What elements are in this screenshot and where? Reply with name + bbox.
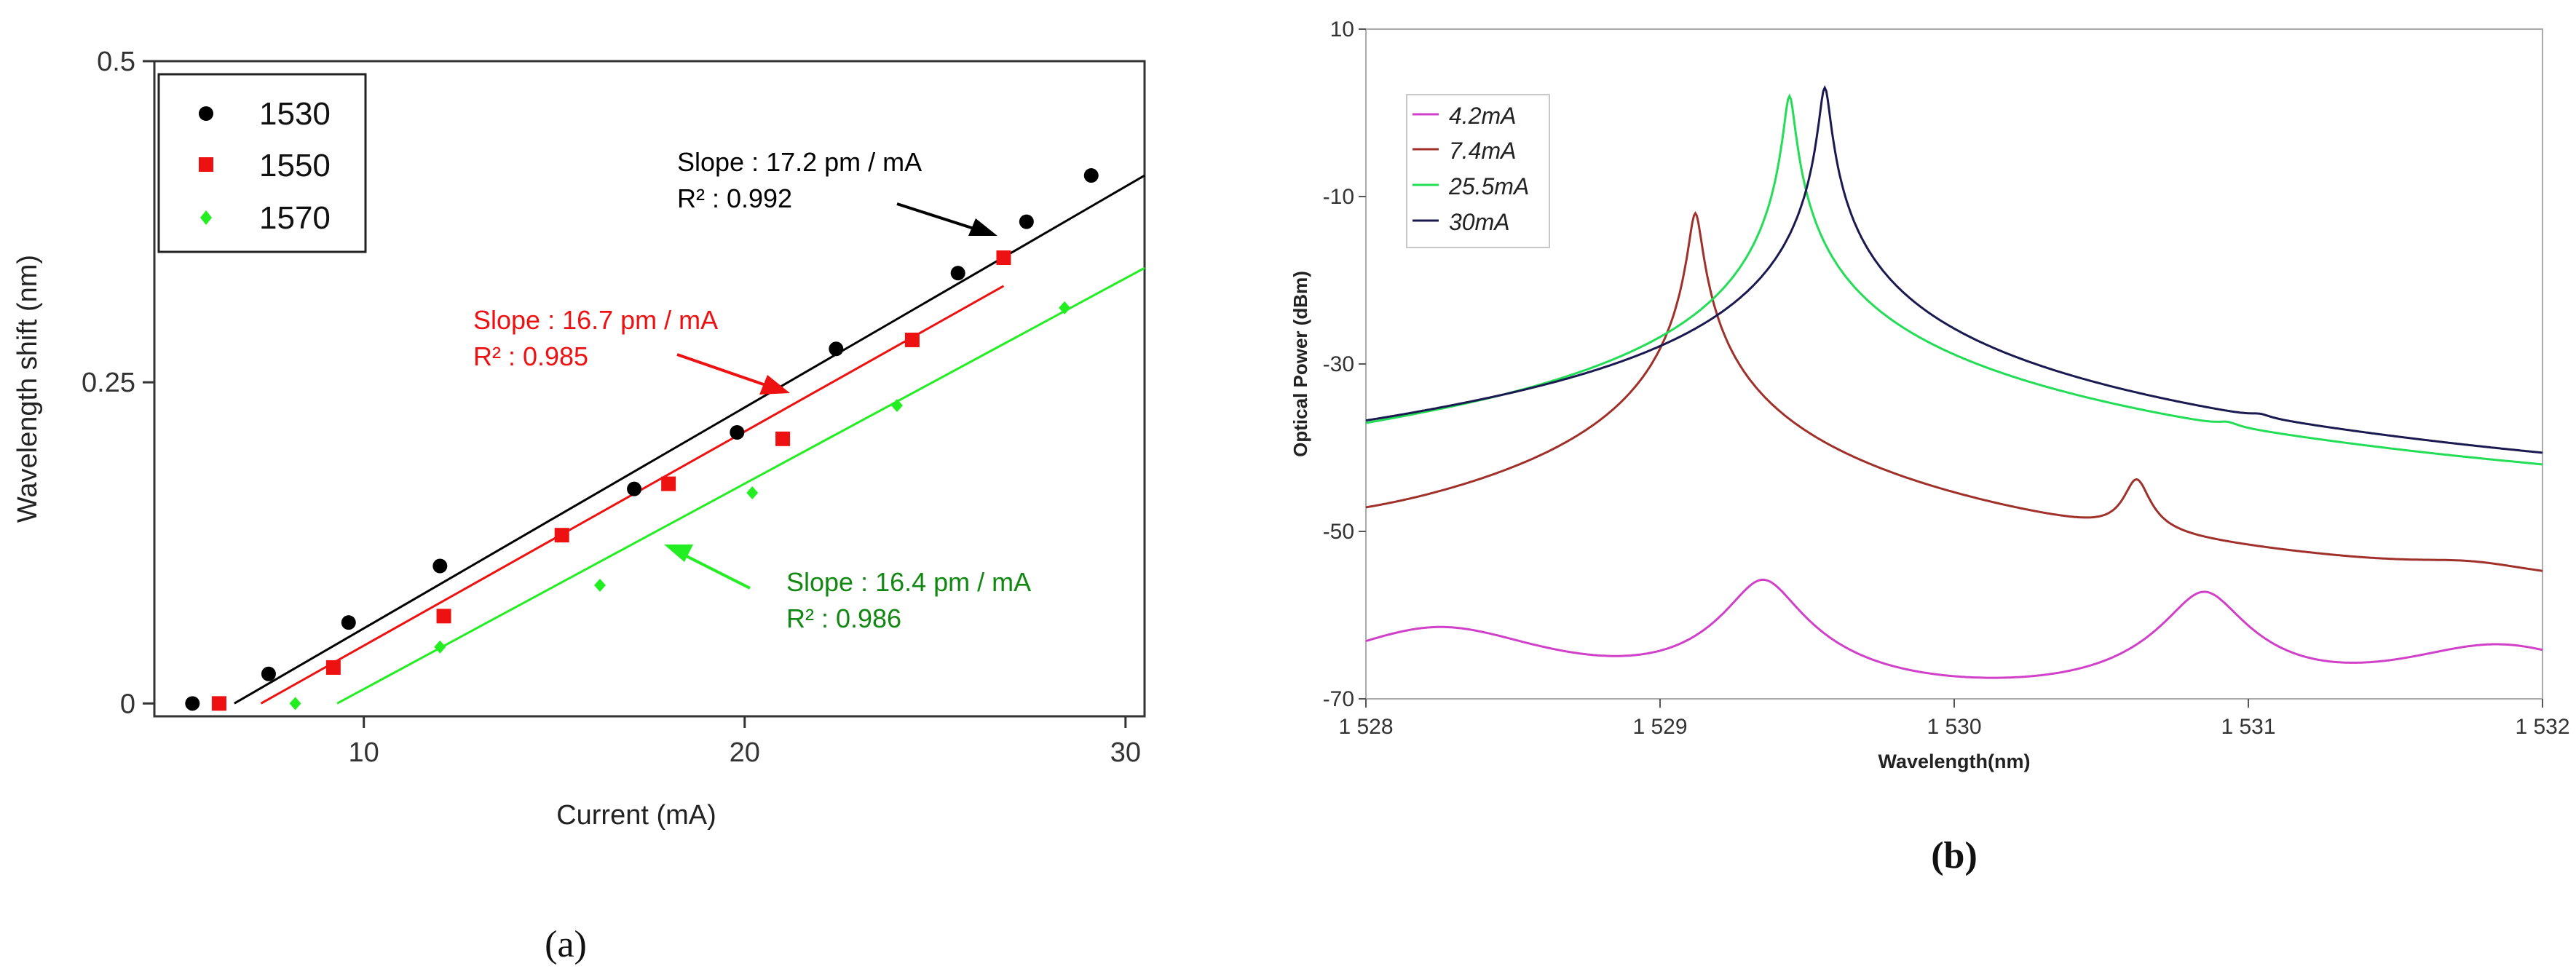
data-point-1550 bbox=[904, 332, 920, 347]
annotation-1530-arrowhead bbox=[968, 218, 997, 236]
legend-label-25.5mA: 25.5mA bbox=[1448, 173, 1529, 199]
legend-label-4.2mA: 4.2mA bbox=[1449, 103, 1516, 129]
b-y-tick-label: 10 bbox=[1330, 17, 1354, 41]
annotation-1570-r2: R² : 0.986 bbox=[786, 603, 901, 633]
data-point-1550 bbox=[996, 250, 1011, 265]
annotation-1550-arrowhead bbox=[759, 375, 790, 395]
panel-a-scatter-chart: 10 20 30 0 0.25 0.5 1530 1550 1570 Slope : 17… bbox=[12, 47, 1146, 965]
legend-marker-1530 bbox=[199, 106, 213, 121]
b-y-tick-label: -10 bbox=[1323, 185, 1354, 209]
data-point-1550 bbox=[775, 431, 791, 446]
a-y-tick-label: 0 bbox=[120, 689, 135, 719]
panel-a-x-axis-label: Current (mA) bbox=[556, 800, 716, 831]
legend-label-7.4mA: 7.4mA bbox=[1449, 138, 1516, 164]
panel-b-plot-frame bbox=[1365, 28, 2543, 700]
data-point-1550 bbox=[325, 660, 341, 675]
panel-a-legend-box bbox=[157, 73, 367, 253]
fit-line-1530 bbox=[234, 174, 1145, 705]
data-point-1530 bbox=[261, 666, 276, 681]
data-point-1550 bbox=[436, 609, 451, 624]
panel-b-x-axis-label: Wavelength(nm) bbox=[1878, 751, 2031, 772]
data-point-1530 bbox=[1083, 168, 1099, 183]
panel-b-caption: (b) bbox=[1931, 835, 1978, 876]
legend-label-30mA: 30mA bbox=[1449, 209, 1510, 235]
legend-label-1530: 1530 bbox=[259, 96, 331, 132]
a-x-tick-label: 20 bbox=[730, 737, 760, 768]
data-point-1570 bbox=[594, 579, 606, 592]
annotation-1530-r2: R² : 0.992 bbox=[677, 183, 792, 213]
annotation-1550-r2: R² : 0.985 bbox=[473, 341, 588, 371]
data-point-1530 bbox=[829, 341, 844, 357]
spectrum-line-30mA bbox=[1365, 84, 2543, 454]
data-point-1530 bbox=[341, 615, 356, 630]
panel-b-legend-box bbox=[1406, 94, 1550, 248]
data-point-1530 bbox=[950, 266, 965, 281]
annotation-1530-slope: Slope : 17.2 pm / mA bbox=[677, 147, 922, 177]
panel-a-y-axis-label: Wavelength shift (nm) bbox=[12, 255, 43, 523]
fit-line-1570 bbox=[336, 266, 1145, 705]
annotation-1530: Slope : 17.2 pm / mA R² : 0.992 bbox=[677, 147, 997, 236]
b-x-tick-label: 1 532 bbox=[2515, 715, 2569, 739]
legend-label-1570: 1570 bbox=[259, 200, 331, 236]
data-point-1530 bbox=[627, 481, 642, 496]
data-point-1550 bbox=[211, 696, 226, 711]
data-point-1530 bbox=[1019, 214, 1034, 229]
a-x-tick-label: 30 bbox=[1110, 737, 1141, 768]
data-point-1530 bbox=[730, 425, 745, 440]
annotation-1570: Slope : 16.4 pm / mA R² : 0.986 bbox=[664, 545, 1031, 633]
annotation-1550: Slope : 16.7 pm / mA R² : 0.985 bbox=[473, 305, 790, 395]
spectrum-line-25.5mA bbox=[1365, 93, 2543, 466]
panel-b-legend: 4.2mA 7.4mA 25.5mA 30mA bbox=[1406, 94, 1550, 248]
annotation-1530-arrow bbox=[896, 202, 984, 233]
annotation-1570-arrowhead bbox=[664, 545, 693, 562]
b-x-tick-label: 1 530 bbox=[1927, 715, 1981, 739]
b-y-tick-label: -50 bbox=[1323, 520, 1354, 544]
spectrum-line-4.2mA bbox=[1365, 578, 2543, 679]
spectrum-line-7.4mA bbox=[1365, 211, 2543, 572]
b-x-tick-label: 1 529 bbox=[1632, 715, 1687, 739]
b-x-tick-label: 1 531 bbox=[2221, 715, 2275, 739]
annotation-1570-slope: Slope : 16.4 pm / mA bbox=[786, 567, 1031, 597]
panel-a-legend: 1530 1550 1570 bbox=[157, 73, 367, 253]
data-point-1530 bbox=[432, 558, 448, 574]
panel-a-caption: (a) bbox=[545, 924, 587, 965]
b-x-tick-label: 1 528 bbox=[1338, 715, 1393, 739]
a-y-tick-label: 0.25 bbox=[82, 368, 135, 398]
data-point-1550 bbox=[661, 476, 676, 491]
annotation-1570-arrow bbox=[680, 552, 751, 590]
data-point-1570 bbox=[289, 697, 301, 710]
data-point-1570 bbox=[1059, 301, 1071, 314]
b-y-tick-label: -30 bbox=[1323, 352, 1354, 376]
a-y-tick-label: 0.5 bbox=[97, 47, 135, 77]
data-point-1570 bbox=[746, 486, 759, 499]
b-y-tick-label: -70 bbox=[1323, 687, 1354, 711]
annotation-1550-slope: Slope : 16.7 pm / mA bbox=[473, 305, 718, 335]
legend-label-1550: 1550 bbox=[259, 148, 331, 183]
legend-marker-1550 bbox=[199, 157, 213, 172]
legend-marker-1570 bbox=[200, 210, 212, 225]
data-point-1570 bbox=[434, 640, 446, 654]
data-point-1550 bbox=[554, 528, 569, 543]
panel-b-y-axis-label: Optical Power (dBm) bbox=[1289, 271, 1311, 457]
annotation-1550-arrow bbox=[676, 353, 773, 389]
data-point-1530 bbox=[185, 696, 200, 711]
panel-b-line-chart: 1 528 1 529 1 530 1 531 1 53210-10-30-50-70 … bbox=[1289, 17, 2570, 876]
a-x-tick-label: 10 bbox=[349, 737, 379, 768]
data-point-1570 bbox=[891, 398, 903, 412]
